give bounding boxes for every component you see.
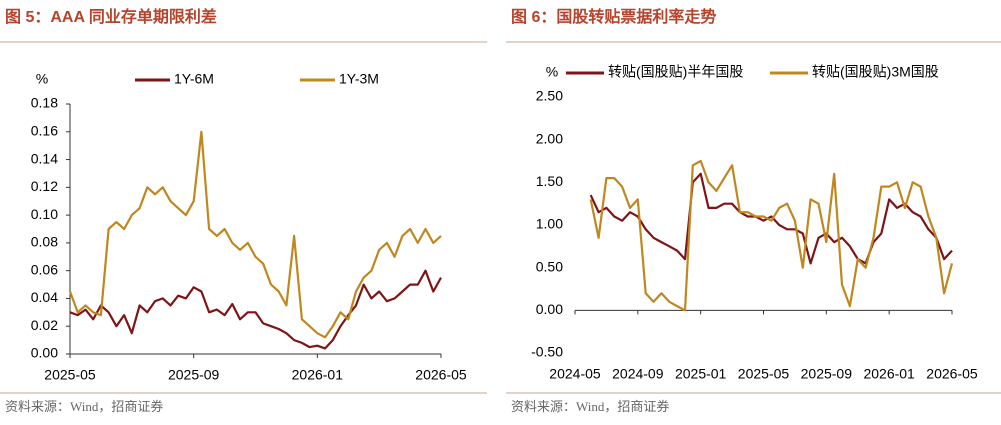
x-tick-label: 2024-09 [612, 366, 664, 382]
chart-title: 图 6：国股转贴票据利率走势 [511, 7, 716, 26]
y-tick-label: 0.00 [536, 301, 563, 317]
y-tick-label: 2.00 [536, 130, 563, 146]
x-tick-label: 2025-05 [738, 366, 790, 382]
y-tick-label: -0.50 [531, 344, 563, 360]
y-tick-label: 2.50 [536, 88, 563, 104]
data-line [69, 269, 442, 350]
chart-title: 图 5：AAA 同业存单期限利差 [5, 7, 217, 26]
x-tick-label: 2026-01 [292, 367, 344, 383]
x-tick-label: 2025-09 [801, 366, 853, 382]
legend-label: 1Y-3M [339, 71, 379, 87]
y-tick-label: 0.14 [31, 150, 58, 166]
data-line [589, 172, 953, 265]
y-tick-label: 0.18 [31, 95, 58, 111]
x-tick-label: 2026-01 [863, 366, 915, 382]
y-tick-label: 0.12 [31, 178, 58, 194]
y-tick-label: 0.06 [31, 261, 58, 277]
y-tick-label: 0.50 [536, 258, 563, 274]
source-note: 资料来源：Wind，招商证券 [511, 399, 669, 414]
x-tick-label: 2025-05 [44, 367, 96, 383]
y-tick-label: 0.00 [31, 345, 58, 361]
x-tick-label: 2026-05 [926, 366, 978, 382]
y-tick-label: 0.02 [31, 317, 58, 333]
legend-label: 1Y-6M [174, 71, 214, 87]
y-tick-label: 1.00 [536, 216, 563, 232]
x-tick-label: 2025-01 [675, 366, 727, 382]
y-unit: % [546, 64, 558, 80]
x-tick-label: 2025-09 [168, 367, 220, 383]
data-line [68, 130, 442, 339]
y-tick-label: 1.50 [536, 173, 563, 189]
x-tick-label: 2026-05 [415, 367, 467, 383]
x-tick-label: 2024-05 [549, 366, 601, 382]
source-note: 资料来源：Wind，招商证券 [5, 399, 163, 414]
y-tick-label: 0.10 [31, 206, 58, 222]
y-tick-label: 0.04 [31, 289, 58, 305]
y-unit: % [36, 71, 48, 87]
y-tick-label: 0.16 [31, 122, 58, 138]
legend-label: 转贴(国股贴)半年国股 [608, 64, 743, 80]
legend-label: 转贴(国股贴)3M国股 [812, 64, 939, 80]
data-line [589, 159, 954, 312]
y-tick-label: 0.08 [31, 234, 58, 250]
